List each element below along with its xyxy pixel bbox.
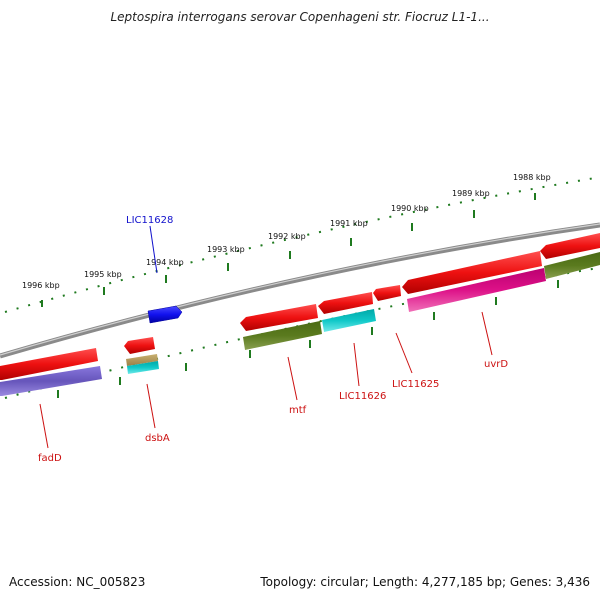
cog-bar-fadD [0,366,102,396]
topology-text: Topology: circular; Length: 4,277,185 bp… [260,575,590,589]
gene-label-mtf[interactable]: mtf [289,405,307,416]
kbp-label-1996: 1996 kbp [22,281,60,290]
genome-backbone [0,222,600,359]
genome-backbone-highlight [0,223,600,356]
upper-tick-track [4,177,596,313]
accession-text: Accession: NC_005823 [9,575,146,589]
kbp-label-1990: 1990 kbp [391,204,429,213]
kbp-label-1995: 1995 kbp [84,270,122,279]
gene-LIC11625[interactable] [373,285,401,301]
gene-uvrD[interactable] [402,251,542,294]
gene-LIC11626[interactable] [318,292,373,314]
gene-label-uvrD[interactable]: uvrD [484,359,508,370]
kbp-label-1993: 1993 kbp [207,245,245,254]
cog-bar-mtf [243,321,322,350]
upper-major-ticks [41,193,536,307]
cog-bar-dsbA-tan [126,354,158,366]
cog-bar-dsbA-cyan [127,361,159,374]
gene-fadD[interactable] [0,348,98,380]
gene-mtf[interactable] [240,304,318,331]
gene-right-edge[interactable] [540,233,600,259]
kbp-label-1991: 1991 kbp [330,219,368,228]
gene-label-dsbA[interactable]: dsbA [145,433,170,444]
cog-bar-LIC11626 [322,309,376,332]
gene-label-fadD[interactable]: fadD [38,453,62,464]
genome-title: Leptospira interrogans serovar Copenhage… [110,10,490,24]
kbp-label-1994: 1994 kbp [146,258,184,267]
gene-dsbA[interactable] [124,337,155,354]
gene-label-LIC11626[interactable]: LIC11626 [339,391,386,402]
cog-bar-right-edge [544,252,600,279]
gene-label-LIC11625[interactable]: LIC11625 [392,379,439,390]
gene-LIC11628[interactable] [147,305,183,324]
gene-label-LIC11628[interactable]: LIC11628 [126,215,173,226]
kbp-label-1988: 1988 kbp [513,173,551,182]
gene-leader-lines [39,225,493,449]
kbp-label-1992: 1992 kbp [268,232,306,241]
lower-major-ticks [57,280,559,398]
kbp-label-1989: 1989 kbp [452,189,490,198]
cog-bar-uvrD [407,268,546,312]
